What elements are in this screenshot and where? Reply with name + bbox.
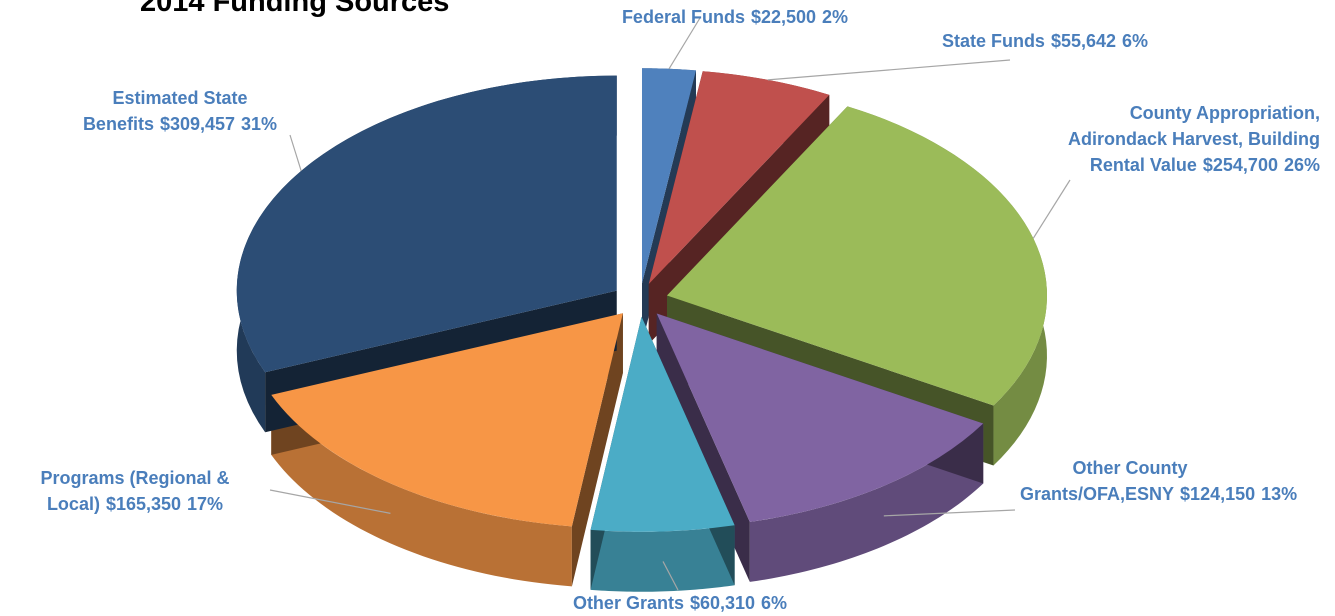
leader-line bbox=[883, 509, 1016, 517]
label-value: $165,350 bbox=[105, 494, 182, 514]
chart-title: 2014 Funding Sources bbox=[140, 0, 450, 18]
label-name: Estimated State Benefits bbox=[82, 88, 248, 134]
label-name: County Appropriation, Adirondack Harvest… bbox=[1067, 103, 1320, 175]
slice bbox=[641, 68, 696, 284]
label-percent: 6% bbox=[1122, 31, 1149, 51]
slice-side bbox=[749, 423, 984, 582]
label-value: $309,457 bbox=[159, 114, 236, 134]
slice bbox=[666, 106, 1047, 406]
slice-side bbox=[571, 313, 623, 587]
label-percent: 26% bbox=[1283, 155, 1320, 175]
label-percent: 6% bbox=[761, 593, 788, 613]
slice bbox=[590, 316, 735, 532]
data-label: Federal Funds $22,500 2% bbox=[585, 4, 885, 30]
label-name: Other Grants bbox=[572, 593, 684, 613]
label-value: $254,700 bbox=[1202, 155, 1278, 175]
leader-line bbox=[767, 59, 1011, 81]
label-percent: 13% bbox=[1261, 484, 1298, 504]
label-percent: 2% bbox=[822, 7, 849, 27]
slice bbox=[656, 313, 984, 522]
label-value: $22,500 bbox=[750, 7, 817, 27]
leader-line bbox=[668, 17, 701, 70]
slice bbox=[271, 313, 623, 527]
leader-line bbox=[662, 561, 679, 591]
data-label: Estimated State Benefits $309,457 31% bbox=[60, 85, 300, 137]
slice bbox=[236, 75, 617, 373]
label-name: State Funds bbox=[941, 31, 1045, 51]
data-label: Other County Grants/OFA,ESNY $124,150 13% bbox=[1020, 455, 1297, 507]
data-label: Other Grants $60,310 6% bbox=[530, 590, 830, 616]
label-value: $60,310 bbox=[689, 593, 756, 613]
label-value: $124,150 bbox=[1180, 484, 1256, 504]
data-label: State Funds $55,642 6% bbox=[895, 28, 1195, 54]
data-label: Programs (Regional & Local) $165,350 17% bbox=[10, 465, 260, 517]
slice-side bbox=[271, 394, 572, 587]
label-name: Other County Grants/OFA,ESNY bbox=[1020, 458, 1188, 504]
leader-line bbox=[1032, 179, 1071, 239]
label-name: Federal Funds bbox=[621, 7, 745, 27]
leader-line bbox=[289, 134, 302, 172]
slice bbox=[648, 71, 830, 285]
slice-side bbox=[590, 525, 735, 592]
label-value: $55,642 bbox=[1050, 31, 1117, 51]
label-percent: 31% bbox=[241, 114, 278, 134]
data-label: County Appropriation, Adirondack Harvest… bbox=[1060, 100, 1320, 178]
label-percent: 17% bbox=[187, 494, 224, 514]
leader-line bbox=[269, 489, 391, 514]
label-name: Programs (Regional & Local) bbox=[40, 468, 230, 514]
